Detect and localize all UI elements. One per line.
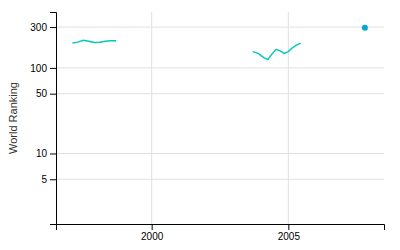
- x-tick-mark: [288, 224, 289, 230]
- x-tick: 2005: [278, 224, 301, 242]
- y-axis: 5 10 50 100 300: [30, 13, 56, 225]
- chart: 2000 2005 5 10 50 100 300 World Ranking: [0, 0, 400, 250]
- y-tick: 5: [41, 174, 56, 185]
- grid-line-y: [56, 27, 384, 28]
- y-tick-label: 50: [36, 88, 48, 99]
- y-axis-line: [50, 13, 57, 225]
- grid-line-x: [151, 12, 152, 224]
- grid: [56, 12, 384, 224]
- y-tick: 50: [36, 88, 56, 99]
- y-axis-title: World Ranking: [7, 82, 19, 154]
- y-tick-mark: [50, 153, 56, 154]
- y-tick-label: 10: [36, 148, 48, 159]
- y-tick-mark: [50, 27, 56, 28]
- line: [253, 43, 301, 60]
- grid-line-y: [56, 93, 384, 94]
- grid-line-x: [288, 12, 289, 224]
- y-tick-label: 5: [41, 174, 47, 185]
- line: [72, 40, 116, 43]
- grid-line-y: [56, 153, 384, 154]
- y-tick: 100: [30, 63, 56, 74]
- y-tick-mark: [50, 94, 56, 95]
- y-tick-label: 300: [30, 22, 47, 33]
- y-tick: 300: [30, 22, 56, 33]
- x-axis: 2000 2005: [57, 224, 385, 242]
- y-tick-label: 100: [30, 63, 47, 74]
- plot: 2000 2005 5 10 50 100 300: [30, 12, 384, 242]
- x-axis-line: [57, 225, 385, 231]
- y-tick-mark: [50, 179, 56, 180]
- x-tick-label: 2000: [141, 231, 164, 242]
- y-tick-mark: [50, 68, 56, 69]
- x-tick-label: 2005: [278, 231, 301, 242]
- grid-line-y: [56, 179, 384, 180]
- x-tick: 2000: [141, 224, 164, 242]
- point: [362, 25, 368, 31]
- y-tick: 10: [36, 148, 56, 159]
- grid-line-y: [56, 67, 384, 68]
- marks: [72, 25, 367, 60]
- x-tick-mark: [152, 224, 153, 230]
